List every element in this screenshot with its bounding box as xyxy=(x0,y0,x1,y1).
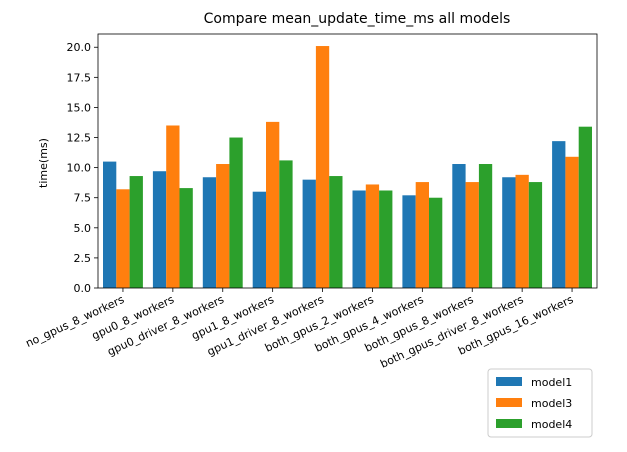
plot-frame xyxy=(97,33,598,289)
legend-swatch-model1 xyxy=(496,377,522,386)
y-tick-label: 17.5 xyxy=(67,71,92,84)
bar-model4-both_gpus_8_workers xyxy=(478,164,493,288)
bar-model1-gpu0_8_workers xyxy=(152,171,167,288)
bar-model1-both_gpus_4_workers xyxy=(402,195,416,288)
y-tick-label: 20.0 xyxy=(67,41,92,54)
y-tick-label: 2.5 xyxy=(74,252,92,265)
bar-model3-both_gpus_2_workers xyxy=(365,184,380,288)
bar-model4-gpu1_driver_8_workers xyxy=(329,176,343,288)
bar-model3-both_gpus_4_workers xyxy=(415,182,429,288)
bar-model4-both_gpus_2_workers xyxy=(379,190,393,288)
chart-title: Compare mean_update_time_ms all models xyxy=(204,11,511,27)
bar-model3-both_gpus_driver_8_workers xyxy=(515,174,529,288)
legend: model1 model3 model4 xyxy=(487,368,593,438)
bar-model3-no_gpus_8_workers xyxy=(116,189,130,288)
bar-model3-gpu0_driver_8_workers xyxy=(216,164,230,288)
bar-model4-gpu0_8_workers xyxy=(179,188,193,288)
bar-model1-gpu1_8_workers xyxy=(252,191,266,288)
legend-swatch-model4 xyxy=(496,419,522,428)
y-tick-label: 15.0 xyxy=(67,101,92,114)
bar-model3-both_gpus_16_workers xyxy=(565,156,579,288)
bar-model3-both_gpus_8_workers xyxy=(465,182,479,288)
y-tick-label: 5.0 xyxy=(74,222,92,235)
bar-model1-both_gpus_8_workers xyxy=(452,164,466,288)
bar-model4-no_gpus_8_workers xyxy=(129,176,143,288)
legend-swatch-model3 xyxy=(496,398,522,407)
bar-model1-gpu1_driver_8_workers xyxy=(302,179,316,288)
bars-group xyxy=(103,46,592,289)
legend-label-model3: model3 xyxy=(531,397,572,410)
bar-model1-both_gpus_driver_8_workers xyxy=(502,177,516,288)
bar-model4-gpu0_driver_8_workers xyxy=(229,137,243,288)
bar-model1-both_gpus_16_workers xyxy=(552,141,566,288)
legend-label-model4: model4 xyxy=(531,418,572,431)
bar-model3-gpu1_driver_8_workers xyxy=(315,46,330,288)
bar-model1-both_gpus_2_workers xyxy=(352,190,366,288)
bar-model4-gpu1_8_workers xyxy=(279,160,293,288)
bar-model1-no_gpus_8_workers xyxy=(103,161,117,288)
y-tick-label: 0.0 xyxy=(74,282,92,295)
bar-model3-gpu1_8_workers xyxy=(266,121,280,288)
y-tick-label: 7.5 xyxy=(74,192,92,205)
legend-label-model1: model1 xyxy=(531,376,572,389)
y-tick-label: 10.0 xyxy=(67,162,92,175)
bar-model4-both_gpus_4_workers xyxy=(429,197,443,288)
y-tick-label: 12.5 xyxy=(67,132,92,145)
bar-model4-both_gpus_driver_8_workers xyxy=(528,182,543,288)
bar-model4-both_gpus_16_workers xyxy=(578,126,592,288)
y-axis-label: time(ms) xyxy=(37,138,50,188)
bar-model1-gpu0_driver_8_workers xyxy=(202,177,217,288)
bar-model3-gpu0_8_workers xyxy=(166,125,180,289)
